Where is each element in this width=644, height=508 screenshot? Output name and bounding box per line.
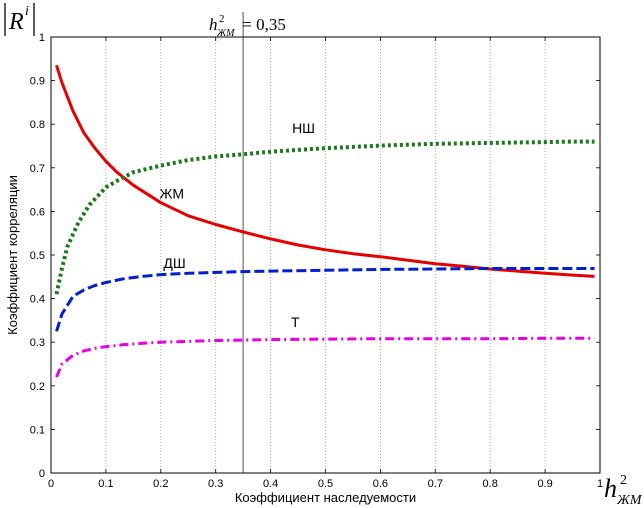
y-tick-label: 0.8 xyxy=(30,119,45,131)
y-tick-label: 0.7 xyxy=(30,163,45,175)
x-axis-math-title: h 2 ЖМ xyxy=(604,473,643,508)
y-axis-math-title: R i xyxy=(4,3,35,36)
x-tick-label: 0.2 xyxy=(153,478,168,490)
series-line-Т xyxy=(55,336,595,378)
series-label: ЖМ xyxy=(159,185,184,201)
series-label: ДШ xyxy=(163,255,185,271)
ref-label-base: h xyxy=(209,15,218,34)
x-tick-label: 0.4 xyxy=(263,478,278,490)
x-tick-label: 0.8 xyxy=(483,478,498,490)
x-tick-label: 0.7 xyxy=(428,478,443,490)
grid-lines xyxy=(105,37,546,473)
y-tick-label: 0.4 xyxy=(30,294,45,306)
y-tick-label: 1 xyxy=(39,32,45,44)
x-tick-label: 0 xyxy=(48,478,54,490)
x-title-sub: ЖМ xyxy=(616,493,643,508)
y-tick-label: 0 xyxy=(39,468,45,480)
ref-label-sub: ЖМ xyxy=(216,28,235,39)
reference-line-label: h 2 ЖМ = 0,35 xyxy=(209,13,286,39)
y-axis-label: Коэффициент корреляции xyxy=(5,175,20,335)
y-tick-label: 0.5 xyxy=(30,250,45,262)
x-tick-label: 0.6 xyxy=(373,478,388,490)
y-tick-label: 0.6 xyxy=(30,206,45,218)
series-line-ЖМ xyxy=(55,64,595,278)
plot-border xyxy=(50,36,601,474)
series-lines xyxy=(54,64,595,378)
y-tick-label: 0.3 xyxy=(30,337,45,349)
tick-labels: 0 0.1 0.2 0.3 0.4 0.5 0.6 0.7 0.8 0.9 1 0 0.1 0.2 0.3 0… xyxy=(30,32,603,490)
series-label: НШ xyxy=(292,120,315,136)
ref-label-sup: 2 xyxy=(219,13,225,25)
plot-frame xyxy=(50,36,601,474)
x-title-base: h xyxy=(604,474,617,503)
x-tick-label: 0.9 xyxy=(537,478,552,490)
y-title-sup: i xyxy=(25,4,29,19)
ref-label-value: = 0,35 xyxy=(238,15,286,34)
y-tick-label: 0.2 xyxy=(30,381,45,393)
x-axis-label: Коэффициент наследуемости xyxy=(235,490,416,505)
y-tick-label: 0.1 xyxy=(30,424,45,436)
y-tick-label: 0.9 xyxy=(30,76,45,88)
series-labels: НШ ЖМ ДШ Т xyxy=(159,120,315,330)
series-line-ДШ xyxy=(55,267,595,332)
series-line-НШ xyxy=(54,139,595,295)
x-title-sup: 2 xyxy=(620,473,627,488)
series-label: Т xyxy=(291,314,300,330)
x-tick-label: 0.3 xyxy=(208,478,223,490)
x-tick-label: 0.5 xyxy=(318,478,333,490)
y-title-base: R xyxy=(8,9,24,35)
x-tick-label: 0.1 xyxy=(98,478,113,490)
x-tick-label: 1 xyxy=(597,478,603,490)
